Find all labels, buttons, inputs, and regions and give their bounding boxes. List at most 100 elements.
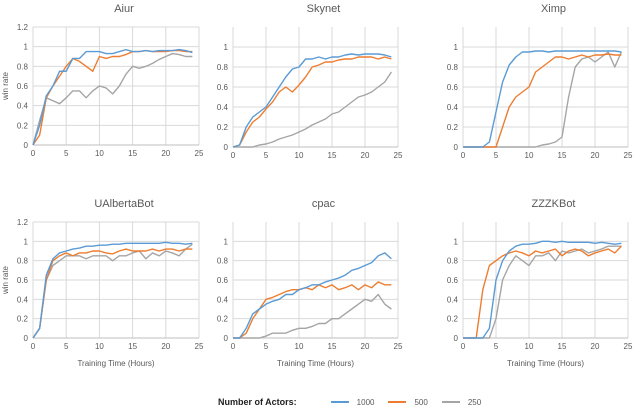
y-tick-label: 0.8 (17, 257, 29, 266)
x-tick-label: 5 (64, 342, 69, 351)
panel-ualbertabot: 0 5 10 15 20 25 0 0.2 0.4 0.6 0.8 1 1.2 UAlbertaBot wi… (1, 198, 204, 368)
series-line-1000 (463, 240, 622, 339)
chart-title: Aiur (114, 3, 134, 15)
y-tick-label: 0.4 (447, 295, 459, 304)
x-tick-label: 5 (494, 342, 499, 351)
x-tick-label: 15 (128, 342, 137, 351)
x-tick-label: 10 (95, 149, 104, 158)
y-tick-label: 1 (24, 43, 29, 52)
x-tick-label: 25 (624, 342, 633, 351)
y-tick-label: 1 (224, 237, 229, 246)
legend-label-1000: 1000 (356, 397, 375, 407)
series-line-250 (32, 243, 193, 339)
series-line-500 (233, 281, 392, 339)
y-axis-label: win rate (1, 265, 10, 295)
y-tick-label: 0.4 (17, 295, 29, 304)
chart-title: Skynet (307, 3, 341, 15)
x-tick-label: 15 (558, 151, 567, 160)
y-tick-label: 0.2 (17, 121, 29, 130)
x-tick-label: 10 (95, 342, 104, 351)
x-tick-label: 25 (394, 342, 403, 351)
y-tick-label: 0.4 (217, 295, 229, 304)
legend-swatch-250 (441, 401, 460, 403)
series-line-500 (463, 53, 622, 148)
x-tick-label: 15 (328, 342, 337, 351)
x-tick-label: 20 (361, 151, 370, 160)
x-axis-label: Training Time (Hours) (507, 359, 584, 368)
y-tick-label: 0.8 (447, 257, 459, 266)
y-tick-label: 0.4 (17, 102, 29, 111)
legend-swatch-1000 (330, 401, 349, 403)
y-tick-label: 0.6 (17, 82, 29, 91)
x-tick-label: 0 (461, 342, 466, 351)
y-tick-label: 0.8 (217, 63, 229, 72)
panel-skynet: 0 5 10 15 20 25 0 0.2 0.4 0.6 0.8 1 Skynet (217, 3, 403, 160)
x-tick-label: 0 (31, 149, 36, 158)
x-tick-label: 10 (295, 151, 304, 160)
y-tick-label: 1 (454, 43, 459, 52)
x-tick-label: 0 (231, 151, 236, 160)
x-axis-label: Training Time (Hours) (277, 359, 354, 368)
x-tick-label: 20 (161, 149, 170, 158)
y-tick-label: 0.6 (447, 83, 459, 92)
series-line-1000 (32, 48, 193, 146)
x-tick-label: 10 (525, 151, 534, 160)
y-tick-label: 0.4 (447, 103, 459, 112)
x-tick-label: 0 (461, 151, 466, 160)
y-tick-label: 0 (454, 143, 459, 152)
x-tick-label: 5 (264, 151, 269, 160)
x-tick-label: 0 (231, 342, 236, 351)
y-tick-label: 1 (454, 237, 459, 246)
y-tick-label: 0.6 (217, 276, 229, 285)
y-tick-label: 0.6 (17, 276, 29, 285)
y-tick-label: 0 (454, 334, 459, 343)
series-line-1000 (32, 241, 193, 339)
series-line-1000 (232, 53, 392, 148)
y-tick-label: 0.2 (447, 123, 459, 132)
legend-label-250: 250 (467, 397, 482, 407)
panel-aiur: 0 5 10 15 20 25 0 0.2 0.4 0.6 0.8 1 1.2 Aiur win rate (1, 3, 204, 158)
series-line-500 (232, 56, 392, 148)
y-tick-label: 1.2 (17, 23, 29, 32)
y-axis-label: win rate (1, 71, 10, 101)
x-tick-label: 10 (525, 342, 534, 351)
y-tick-label: 0 (224, 334, 229, 343)
panel-zzzkbot: 0 5 10 15 20 25 0 0.2 0.4 0.6 0.8 1 ZZZKBot Training … (447, 198, 633, 368)
y-tick-label: 0.2 (217, 123, 229, 132)
legend: Number of Actors: 1000 500 250 (218, 397, 489, 407)
x-tick-label: 20 (161, 342, 170, 351)
y-tick-label: 0.2 (217, 315, 229, 324)
series-line-250 (463, 245, 622, 339)
y-tick-label: 0.4 (217, 103, 229, 112)
chart-title: Ximp (541, 3, 566, 15)
series-line-1000 (233, 252, 392, 339)
x-tick-label: 20 (591, 151, 600, 160)
y-tick-label: 0 (224, 143, 229, 152)
x-tick-label: 5 (264, 342, 269, 351)
y-tick-label: 0 (24, 141, 29, 150)
x-tick-label: 25 (195, 149, 204, 158)
y-tick-label: 0.8 (447, 63, 459, 72)
series-line-500 (463, 245, 622, 339)
x-tick-label: 20 (591, 342, 600, 351)
series-line-1000 (463, 50, 622, 148)
panel-cpac: 0 5 10 15 20 25 0 0.2 0.4 0.6 0.8 1 cpac Training Tim… (217, 198, 403, 368)
x-tick-label: 25 (394, 151, 403, 160)
y-tick-label: 0.8 (17, 62, 29, 71)
y-tick-label: 1 (224, 43, 229, 52)
y-tick-label: 0.6 (217, 83, 229, 92)
series-line-500 (32, 49, 193, 146)
series-line-250 (233, 293, 392, 339)
y-tick-label: 0.2 (447, 315, 459, 324)
x-tick-label: 20 (361, 342, 370, 351)
y-tick-label: 0.6 (447, 276, 459, 285)
legend-label-500: 500 (414, 397, 428, 407)
x-tick-label: 25 (624, 151, 633, 160)
series-line-500 (32, 248, 193, 339)
legend-swatch-500 (388, 401, 407, 403)
panel-ximp: 0 5 10 15 20 25 0 0.2 0.4 0.6 0.8 1 Ximp (447, 3, 633, 160)
chart-title: ZZZKBot (531, 198, 575, 210)
x-tick-label: 15 (558, 342, 567, 351)
